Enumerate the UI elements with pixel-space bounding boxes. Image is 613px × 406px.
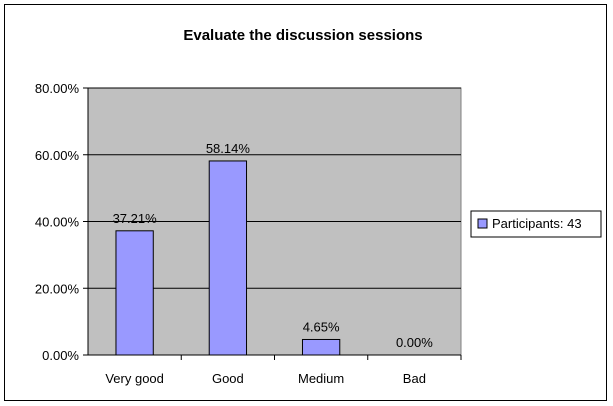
legend-box xyxy=(470,210,602,238)
legend: Participants: 43 xyxy=(470,210,602,238)
bar xyxy=(115,230,154,356)
chart-title: Evaluate the discussion sessions xyxy=(183,27,422,44)
legend-swatch xyxy=(477,218,488,229)
legend-label: Participants: 43 xyxy=(492,216,582,231)
bar xyxy=(208,160,248,356)
x-tick-label: Bad xyxy=(403,371,426,386)
y-tick-label: 0.00% xyxy=(42,348,79,363)
data-labels: 37.21% 58.14% 4.65% 0.00% xyxy=(113,141,434,350)
bar-value-label: 37.21% xyxy=(113,211,158,226)
x-tick-label: Very good xyxy=(105,371,164,386)
bar-value-label: 4.65% xyxy=(303,319,340,334)
y-tick-label: 40.00% xyxy=(35,215,80,230)
y-tick-label: 20.00% xyxy=(35,281,80,296)
y-tick-label: 80.00% xyxy=(35,81,80,96)
y-tick-label: 60.00% xyxy=(35,148,80,163)
x-tick-label: Medium xyxy=(298,371,344,386)
x-axis: Very good Good Medium Bad xyxy=(88,354,462,386)
bar-value-label: 0.00% xyxy=(396,335,433,350)
x-tick-label: Good xyxy=(212,371,244,386)
bar xyxy=(301,338,341,356)
y-axis: 0.00% 20.00% 40.00% 60.00% 80.00% xyxy=(35,81,89,363)
bar-value-label: 58.14% xyxy=(206,141,251,156)
